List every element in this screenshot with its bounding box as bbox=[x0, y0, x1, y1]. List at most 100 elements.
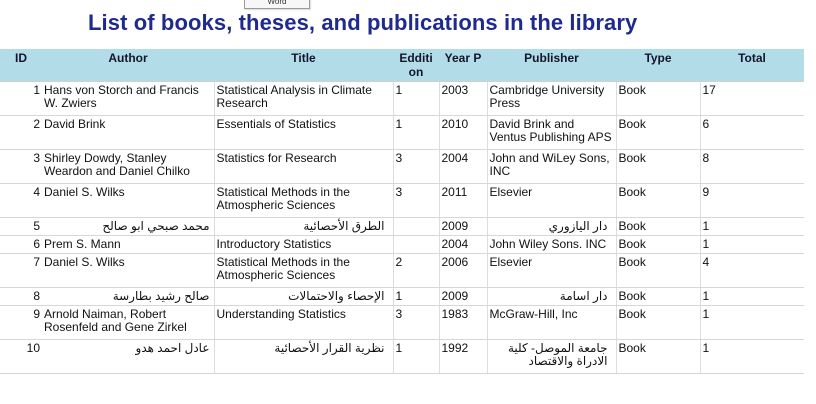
table-row[interactable]: 5 محمد صبحي ابو صالح الطرق الأحصائية 200… bbox=[0, 217, 804, 236]
cell-year: 2003 bbox=[438, 81, 487, 116]
cell-edition: 2 bbox=[392, 253, 439, 288]
cell-id: 5 bbox=[0, 217, 42, 236]
cell-id: 8 bbox=[0, 287, 42, 306]
cell-type: Book bbox=[615, 183, 700, 218]
cell-author: Prem S. Mann bbox=[42, 235, 214, 254]
cell-edition: 3 bbox=[392, 149, 439, 184]
cell-total: 9 bbox=[699, 183, 804, 218]
table-row[interactable]: 1 Hans von Storch and Francis W. Zwiers … bbox=[0, 81, 804, 116]
cell-id: 6 bbox=[0, 235, 42, 254]
cell-author: صالح رشيد بطارسة bbox=[42, 287, 214, 306]
cell-publisher: Elsevier bbox=[486, 253, 616, 288]
cell-total: 1 bbox=[699, 287, 804, 306]
cell-edition bbox=[392, 217, 439, 236]
header-total[interactable]: Total bbox=[700, 49, 804, 82]
cell-author: عادل احمد هدو bbox=[42, 339, 214, 374]
cell-id: 1 bbox=[0, 81, 42, 116]
cell-year: 1992 bbox=[438, 339, 487, 374]
cell-author: محمد صبحي ابو صالح bbox=[42, 217, 214, 236]
cell-publisher: Cambridge University Press bbox=[486, 81, 616, 116]
cell-title: الطرق الأحصائية bbox=[213, 217, 393, 236]
cell-edition: 3 bbox=[392, 183, 439, 218]
table-row[interactable]: 9 Arnold Naiman, Robert Rosenfeld and Ge… bbox=[0, 305, 804, 340]
cell-id: 2 bbox=[0, 115, 42, 150]
cell-publisher: John Wiley Sons. INC bbox=[486, 235, 616, 254]
table-header-row: ID Author Title Edditi on Year P Publish… bbox=[0, 49, 804, 82]
cell-author: Arnold Naiman, Robert Rosenfeld and Gene… bbox=[42, 305, 214, 340]
table-row[interactable]: 4 Daniel S. Wilks Statistical Methods in… bbox=[0, 183, 804, 218]
cell-title: Essentials of Statistics bbox=[213, 115, 393, 150]
cell-publisher: دار اسامة bbox=[486, 287, 616, 306]
books-table: ID Author Title Edditi on Year P Publish… bbox=[0, 49, 804, 374]
cell-publisher: McGraw-Hill, Inc bbox=[486, 305, 616, 340]
cell-publisher: دار اليازوري bbox=[486, 217, 616, 236]
cell-total: 1 bbox=[699, 305, 804, 340]
cell-publisher: جامعة الموصل- كلية الادراة والاقتصاد bbox=[486, 339, 616, 374]
cell-title: Statistics for Research bbox=[213, 149, 393, 184]
cell-title: Understanding Statistics bbox=[213, 305, 393, 340]
page-bottom-edge bbox=[0, 396, 804, 404]
header-edition[interactable]: Edditi on bbox=[393, 49, 439, 82]
cell-total: 1 bbox=[699, 235, 804, 254]
cell-year: 2009 bbox=[438, 217, 487, 236]
header-type[interactable]: Type bbox=[616, 49, 700, 82]
cell-total: 4 bbox=[699, 253, 804, 288]
cell-title: الإحصاء والاحتمالات bbox=[213, 287, 393, 306]
cell-edition: 1 bbox=[392, 339, 439, 374]
cell-type: Book bbox=[615, 81, 700, 116]
cell-id: 10 bbox=[0, 339, 42, 374]
word-tab[interactable]: Word bbox=[244, 0, 310, 9]
cell-edition bbox=[392, 235, 439, 254]
cell-type: Book bbox=[615, 217, 700, 236]
cell-year: 1983 bbox=[438, 305, 487, 340]
header-title[interactable]: Title bbox=[214, 49, 393, 82]
cell-type: Book bbox=[615, 149, 700, 184]
cell-edition: 1 bbox=[392, 81, 439, 116]
cell-author: Daniel S. Wilks bbox=[42, 253, 214, 288]
cell-year: 2004 bbox=[438, 149, 487, 184]
table-row[interactable]: 8 صالح رشيد بطارسة الإحصاء والاحتمالات 1… bbox=[0, 287, 804, 306]
table-row[interactable]: 6 Prem S. Mann Introductory Statistics 2… bbox=[0, 235, 804, 254]
cell-publisher: John and WiLey Sons, INC bbox=[486, 149, 616, 184]
cell-total: 1 bbox=[699, 339, 804, 374]
cell-year: 2010 bbox=[438, 115, 487, 150]
cell-year: 2009 bbox=[438, 287, 487, 306]
cell-id: 7 bbox=[0, 253, 42, 288]
cell-total: 6 bbox=[699, 115, 804, 150]
cell-title: Statistical Analysis in Climate Research bbox=[213, 81, 393, 116]
cell-author: Shirley Dowdy, Stanley Weardon and Danie… bbox=[42, 149, 214, 184]
cell-author: Daniel S. Wilks bbox=[42, 183, 214, 218]
cell-type: Book bbox=[615, 305, 700, 340]
cell-type: Book bbox=[615, 235, 700, 254]
cell-publisher: Elsevier bbox=[486, 183, 616, 218]
cell-id: 4 bbox=[0, 183, 42, 218]
cell-author: David Brink bbox=[42, 115, 214, 150]
cell-total: 17 bbox=[699, 81, 804, 116]
cell-title: Introductory Statistics bbox=[213, 235, 393, 254]
cell-type: Book bbox=[615, 115, 700, 150]
cell-total: 8 bbox=[699, 149, 804, 184]
cell-author: Hans von Storch and Francis W. Zwiers bbox=[42, 81, 214, 116]
cell-type: Book bbox=[615, 339, 700, 374]
header-author[interactable]: Author bbox=[42, 49, 214, 82]
cell-edition: 1 bbox=[392, 115, 439, 150]
page-title: List of books, theses, and publications … bbox=[88, 10, 638, 35]
cell-id: 3 bbox=[0, 149, 42, 184]
header-id[interactable]: ID bbox=[0, 49, 42, 82]
cell-year: 2006 bbox=[438, 253, 487, 288]
cell-title: نظرية القرار الأحصائية bbox=[213, 339, 393, 374]
cell-edition: 1 bbox=[392, 287, 439, 306]
cell-year: 2004 bbox=[438, 235, 487, 254]
table-row[interactable]: 3 Shirley Dowdy, Stanley Weardon and Dan… bbox=[0, 149, 804, 184]
cell-edition: 3 bbox=[392, 305, 439, 340]
table-row[interactable]: 2 David Brink Essentials of Statistics 1… bbox=[0, 115, 804, 150]
header-publisher[interactable]: Publisher bbox=[487, 49, 616, 82]
table-row[interactable]: 7 Daniel S. Wilks Statistical Methods in… bbox=[0, 253, 804, 288]
cell-year: 2011 bbox=[438, 183, 487, 218]
cell-title: Statistical Methods in the Atmospheric S… bbox=[213, 253, 393, 288]
cell-type: Book bbox=[615, 287, 700, 306]
header-year[interactable]: Year P bbox=[439, 49, 487, 82]
cell-type: Book bbox=[615, 253, 700, 288]
cell-id: 9 bbox=[0, 305, 42, 340]
table-row[interactable]: 10 عادل احمد هدو نظرية القرار الأحصائية … bbox=[0, 339, 804, 374]
